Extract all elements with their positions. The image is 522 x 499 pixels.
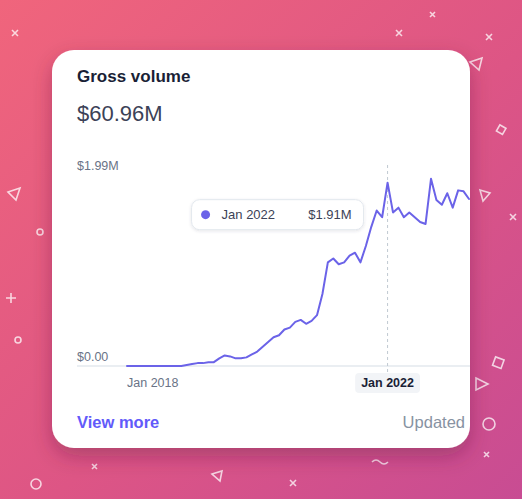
deco-triangle <box>8 188 20 200</box>
deco-square <box>493 357 505 369</box>
subtitle: $60.96M <box>77 101 163 126</box>
x-tick-label-highlighted: Jan 2022 <box>361 376 414 390</box>
title: Gross volume <box>77 67 190 86</box>
deco-cross <box>430 12 435 17</box>
deco-circle <box>483 418 495 430</box>
tooltip-value: $1.91M <box>308 207 351 222</box>
deco-wave <box>372 460 388 464</box>
card <box>52 50 470 448</box>
line-series <box>127 179 469 366</box>
y-tick <box>77 175 82 176</box>
view-more-link[interactable]: View more <box>77 413 159 431</box>
deco-cross <box>290 480 296 486</box>
y-tick-label: $0.00 <box>77 350 108 364</box>
deco-cross <box>486 34 492 40</box>
tooltip-date: Jan 2022 <box>222 207 275 222</box>
hover-line <box>387 165 388 372</box>
deco-circle <box>37 229 43 235</box>
deco-triangle <box>476 378 488 390</box>
x-tick-label: Jan 2018 <box>127 376 178 390</box>
deco-square <box>496 125 506 135</box>
tooltip-dot <box>201 210 210 219</box>
page: Gross volume $60.96M $0.00 $1.99M Jan 2018 Ja… <box>0 0 522 499</box>
deco-triangle <box>212 471 222 481</box>
tooltip <box>192 200 364 230</box>
plot-area <box>127 179 469 366</box>
deco-circle <box>15 337 21 343</box>
deco-plus <box>6 293 16 303</box>
deco-triangle <box>470 58 482 70</box>
decoration <box>6 12 516 489</box>
deco-cross <box>92 464 97 469</box>
updated-note: Updated <box>403 413 465 431</box>
deco-cross <box>510 214 516 220</box>
deco-cross <box>484 452 489 457</box>
deco-cross <box>12 30 18 36</box>
deco-cross <box>396 30 402 36</box>
x-tick-highlight <box>355 373 420 393</box>
deco-triangle <box>480 190 490 201</box>
deco-circle <box>31 479 41 489</box>
background <box>0 0 522 499</box>
y-tick-label: $1.99M <box>77 159 119 173</box>
